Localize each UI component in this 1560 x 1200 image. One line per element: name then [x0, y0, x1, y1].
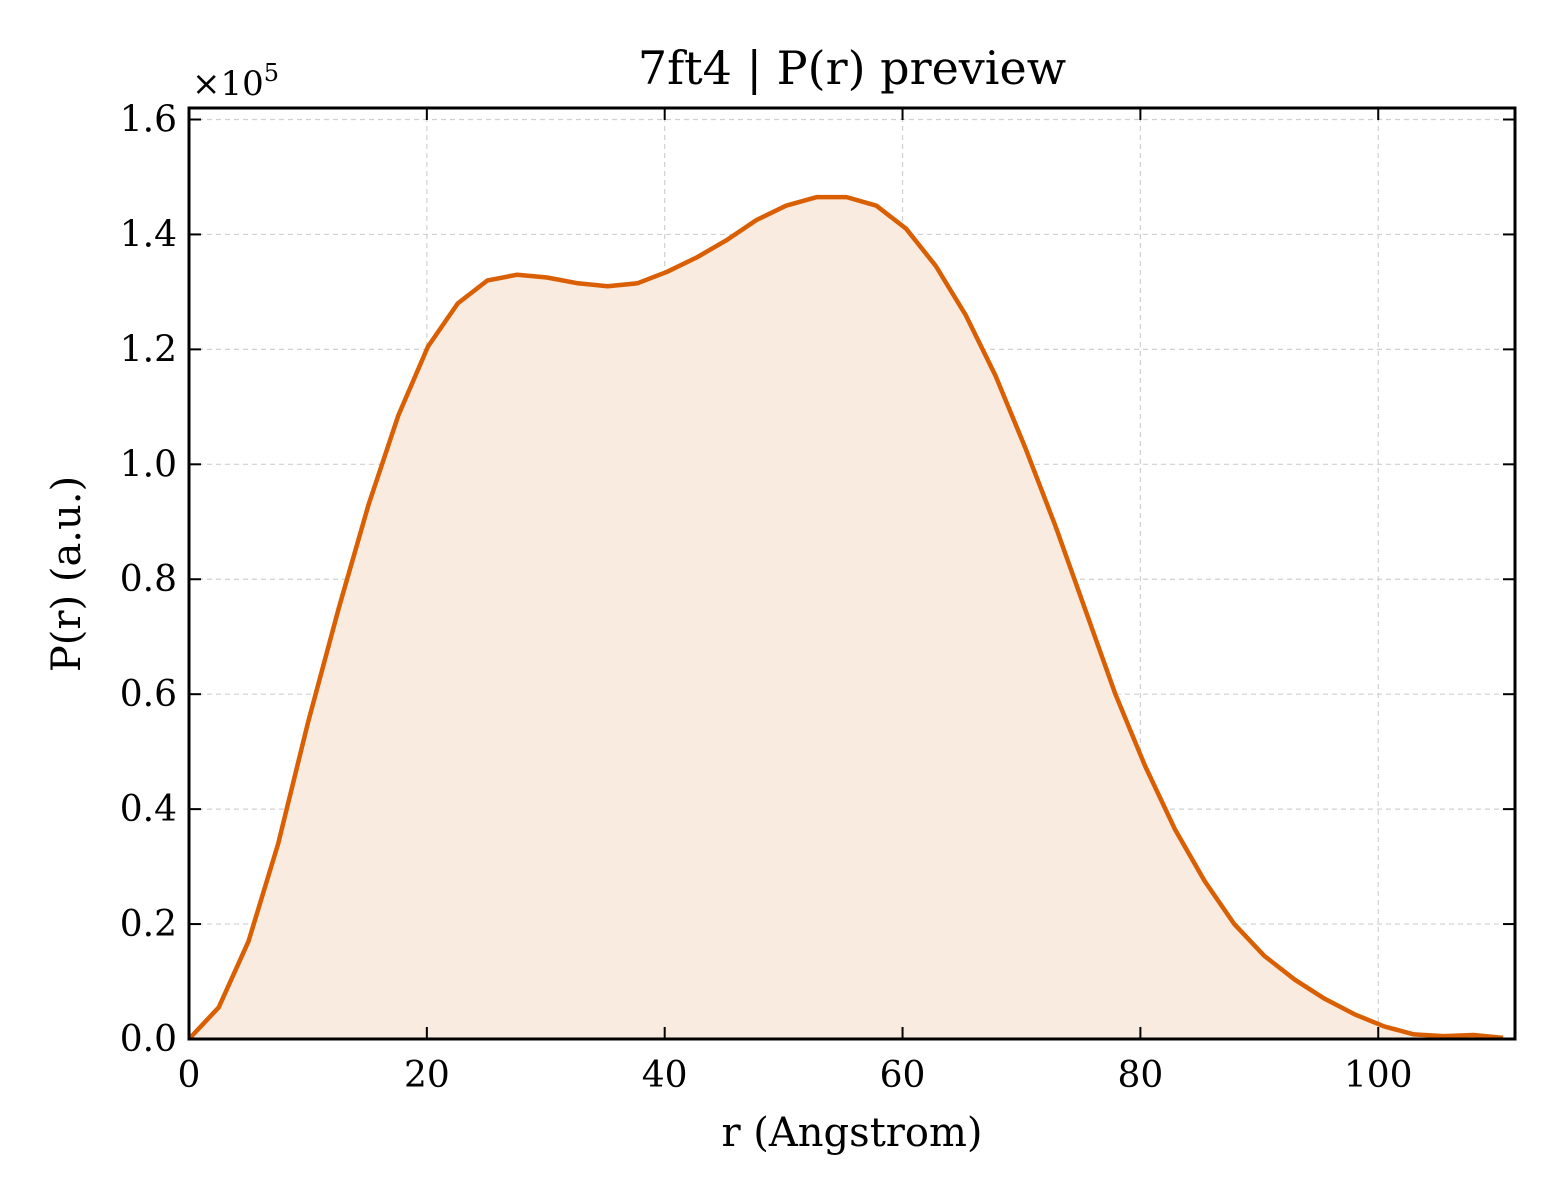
y-tick-label: 0.8 — [120, 559, 177, 600]
x-tick-label: 0 — [178, 1055, 201, 1096]
y-offset-exponent: 5 — [264, 59, 279, 87]
y-offset-label: ×105 — [192, 59, 279, 104]
y-axis-label: P(r) (a.u.) — [44, 476, 90, 672]
tick-layer: 0 20 40 60 80 100 0.0 0.2 0.4 0.6 0.8 1.0 1.2 1.4 1.6 — [120, 99, 1515, 1096]
pr-series-line — [187, 194, 1504, 1041]
y-tick-label: 1.0 — [120, 444, 177, 485]
plot-frame — [187, 106, 1517, 1041]
y-tick-label: 0.2 — [120, 904, 177, 945]
y-tick-label: 0.4 — [120, 789, 177, 830]
y-tick-label: 0.6 — [120, 674, 177, 715]
y-tick-label: 1.2 — [120, 329, 177, 370]
x-tick-label: 100 — [1344, 1055, 1413, 1096]
x-axis-label: r (Angstrom) — [721, 1110, 982, 1156]
y-tick-label: 1.6 — [120, 99, 177, 140]
chart-title: 7ft4 | P(r) preview — [638, 41, 1066, 95]
x-tick-label: 20 — [404, 1055, 450, 1096]
pr-area-fill — [189, 197, 1504, 1040]
y-tick-label: 1.4 — [120, 214, 177, 255]
y-tick-label: 0.0 — [120, 1019, 177, 1060]
x-tick-label: 40 — [642, 1055, 688, 1096]
x-tick-label: 60 — [880, 1055, 926, 1096]
x-tick-label: 80 — [1117, 1055, 1163, 1096]
y-offset-base: ×10 — [192, 64, 264, 104]
